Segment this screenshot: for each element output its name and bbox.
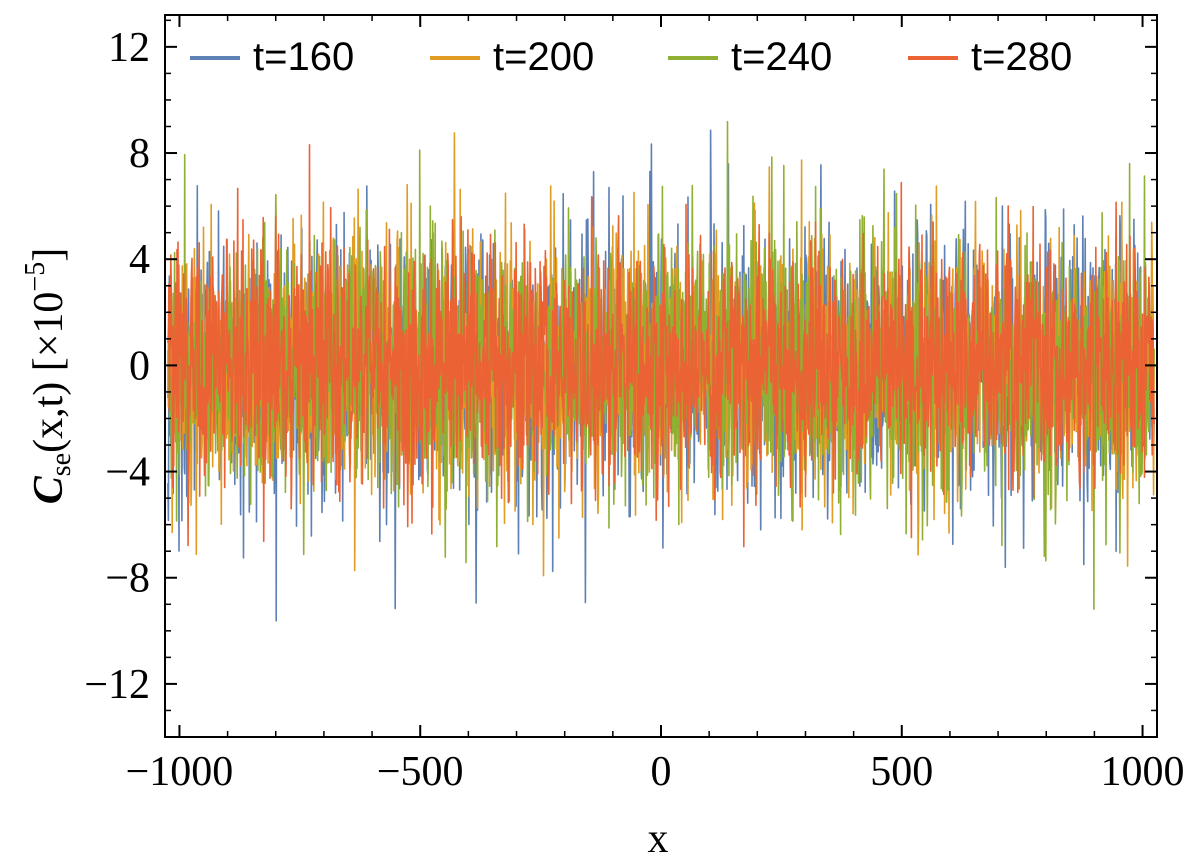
y-axis-label: Cse(x,t) [×10−5]	[20, 248, 77, 504]
legend-item: t=240	[668, 35, 832, 79]
svg-text:Cse(x,t) [×10−5]: Cse(x,t) [×10−5]	[20, 248, 77, 504]
ticks-layer	[165, 15, 1157, 738]
y-tick-label: 4	[129, 237, 150, 283]
legend-label: t=240	[731, 35, 832, 79]
y-tick-label: −12	[84, 662, 150, 708]
y-tick-labels: 12 8 4 0 −4 −8 −12	[84, 25, 150, 708]
legend-label: t=280	[971, 35, 1072, 79]
x-tick-label: 1000	[1101, 749, 1185, 795]
series-layer	[167, 120, 1155, 622]
legend-label: t=160	[253, 35, 354, 79]
x-tick-labels: −1000 −500 0 500 1000	[126, 749, 1185, 795]
y-axis-scale-prefix: [×10	[26, 292, 72, 372]
legend: t=160 t=200 t=240 t=280	[190, 35, 1072, 79]
y-axis-argument: (x,t)	[26, 382, 72, 453]
y-tick-label: 0	[129, 343, 150, 389]
x-axis-label: x	[648, 816, 669, 858]
x-tick-label: 0	[651, 749, 672, 795]
y-axis-subscript: se	[46, 453, 77, 476]
y-axis-spacer	[26, 371, 72, 382]
y-tick-label: −4	[105, 450, 150, 496]
y-tick-label: 12	[108, 25, 150, 71]
legend-item: t=280	[908, 35, 1072, 79]
x-tick-label: 500	[870, 749, 933, 795]
y-tick-label: −8	[105, 556, 150, 602]
legend-label: t=200	[493, 35, 594, 79]
legend-item: t=160	[190, 35, 354, 79]
y-axis-scale-exponent: −5	[20, 262, 51, 292]
x-tick-label: −1000	[126, 749, 234, 795]
legend-item: t=200	[430, 35, 594, 79]
series-line-t=280	[167, 144, 1155, 548]
x-tick-label: −500	[377, 749, 464, 795]
y-tick-label: 8	[129, 131, 150, 177]
y-axis-scale-suffix: ]	[26, 248, 72, 262]
y-axis-symbol: C	[26, 475, 72, 504]
